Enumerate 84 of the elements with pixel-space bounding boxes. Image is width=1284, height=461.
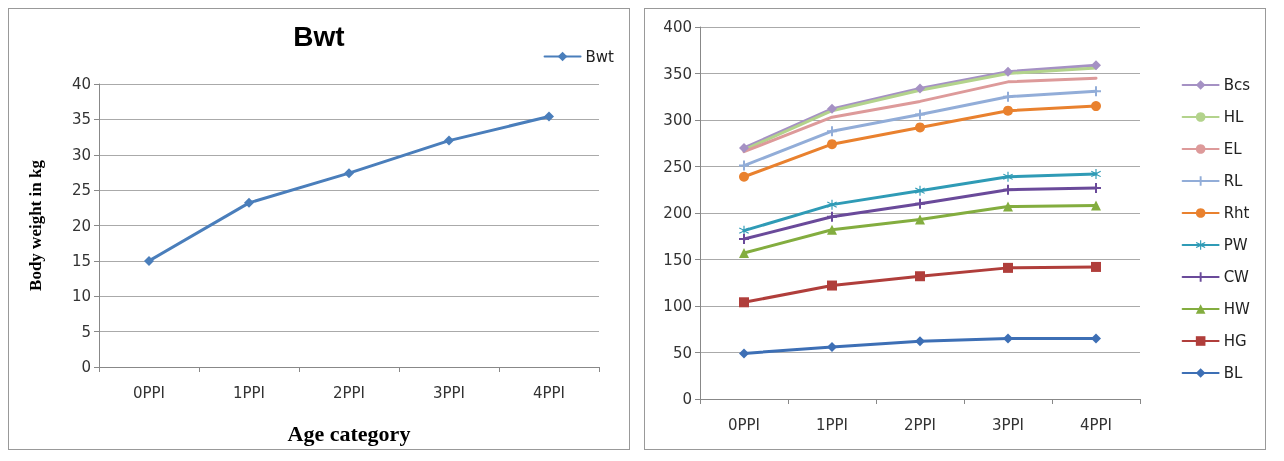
- point: [1091, 101, 1101, 112]
- point: [915, 336, 925, 347]
- point: [1091, 333, 1101, 344]
- point: [915, 214, 925, 225]
- legend-label: HG: [1223, 332, 1247, 350]
- x-axis-title: Age category: [287, 420, 411, 446]
- point: [739, 247, 749, 258]
- legend-label: Bwt: [585, 47, 615, 66]
- x-tick-label: 1PPI: [815, 415, 849, 434]
- point: [244, 197, 254, 208]
- point: [915, 271, 925, 282]
- point: [739, 234, 749, 245]
- y-tick-label: 15: [71, 251, 91, 270]
- point: [344, 168, 354, 179]
- point: [915, 122, 925, 133]
- x-tick-label: 4PPI: [532, 383, 566, 402]
- x-tick-label: 0PPI: [727, 415, 761, 434]
- point: [827, 341, 837, 352]
- y-tick-label: 300: [663, 111, 692, 129]
- y-tick-label: 25: [71, 181, 91, 200]
- point: [827, 139, 837, 150]
- y-tick-label: 20: [71, 216, 91, 235]
- point: [739, 171, 749, 182]
- y-tick-label: 150: [663, 250, 692, 269]
- point: [915, 185, 925, 196]
- x-tick-label: 3PPI: [432, 383, 466, 402]
- legend-label: HL: [1223, 108, 1244, 126]
- y-tick-label: 30: [71, 145, 91, 164]
- point: [1091, 168, 1101, 179]
- y-tick-label: 50: [672, 343, 692, 362]
- y-tick-label: 250: [663, 157, 692, 176]
- legend-label: RL: [1223, 172, 1244, 190]
- y-tick-label: 40: [71, 75, 91, 93]
- chart-title: Bwt: [293, 20, 345, 52]
- y-tick-label: 35: [71, 110, 91, 129]
- point: [915, 109, 925, 120]
- y-axis-title: Body weight in kg: [26, 159, 45, 291]
- point: [1003, 105, 1013, 116]
- point: [827, 280, 837, 291]
- point: [444, 135, 454, 146]
- x-tick-label: 2PPI: [903, 415, 937, 434]
- point: [739, 297, 749, 308]
- legend-label: EL: [1223, 140, 1243, 158]
- point: [827, 103, 837, 114]
- x-tick-label: 0PPI: [132, 383, 166, 402]
- y-tick-label: 400: [663, 18, 692, 36]
- point: [1003, 91, 1013, 102]
- x-tick-label: 4PPI: [1079, 415, 1113, 434]
- point: [544, 111, 554, 122]
- point: [144, 255, 154, 266]
- y-tick-label: 200: [663, 204, 692, 222]
- legend-label: BL: [1223, 364, 1243, 382]
- point: [827, 211, 837, 222]
- point: [1091, 200, 1101, 211]
- point: [1091, 60, 1101, 71]
- point: [739, 142, 749, 153]
- x-tick-label: 2PPI: [332, 383, 366, 402]
- point: [1003, 333, 1013, 344]
- point: [915, 83, 925, 94]
- x-tick-label: 3PPI: [991, 415, 1025, 434]
- legend-label: Bcs: [1223, 76, 1251, 94]
- point: [827, 126, 837, 137]
- y-tick-label: 350: [663, 64, 692, 83]
- point: [915, 198, 925, 209]
- y-tick-label: 0: [682, 390, 692, 408]
- y-tick-label: 5: [81, 322, 91, 341]
- point: [827, 199, 837, 210]
- y-tick-label: 100: [663, 297, 692, 315]
- legend-label: HW: [1223, 300, 1250, 318]
- x-tick-label: 1PPI: [232, 383, 266, 402]
- point: [1003, 171, 1013, 182]
- point: [739, 348, 749, 359]
- point: [827, 224, 837, 235]
- point: [1003, 66, 1013, 77]
- point: [1003, 201, 1013, 212]
- point: [1091, 261, 1101, 272]
- legend-label: PW: [1223, 236, 1248, 254]
- point: [1003, 184, 1013, 195]
- y-tick-label: 10: [71, 287, 91, 306]
- legend-label: CW: [1223, 268, 1250, 286]
- legend-label: Rht: [1223, 204, 1250, 222]
- point: [1003, 262, 1013, 273]
- point: [739, 160, 749, 171]
- y-tick-label: 0: [81, 358, 91, 376]
